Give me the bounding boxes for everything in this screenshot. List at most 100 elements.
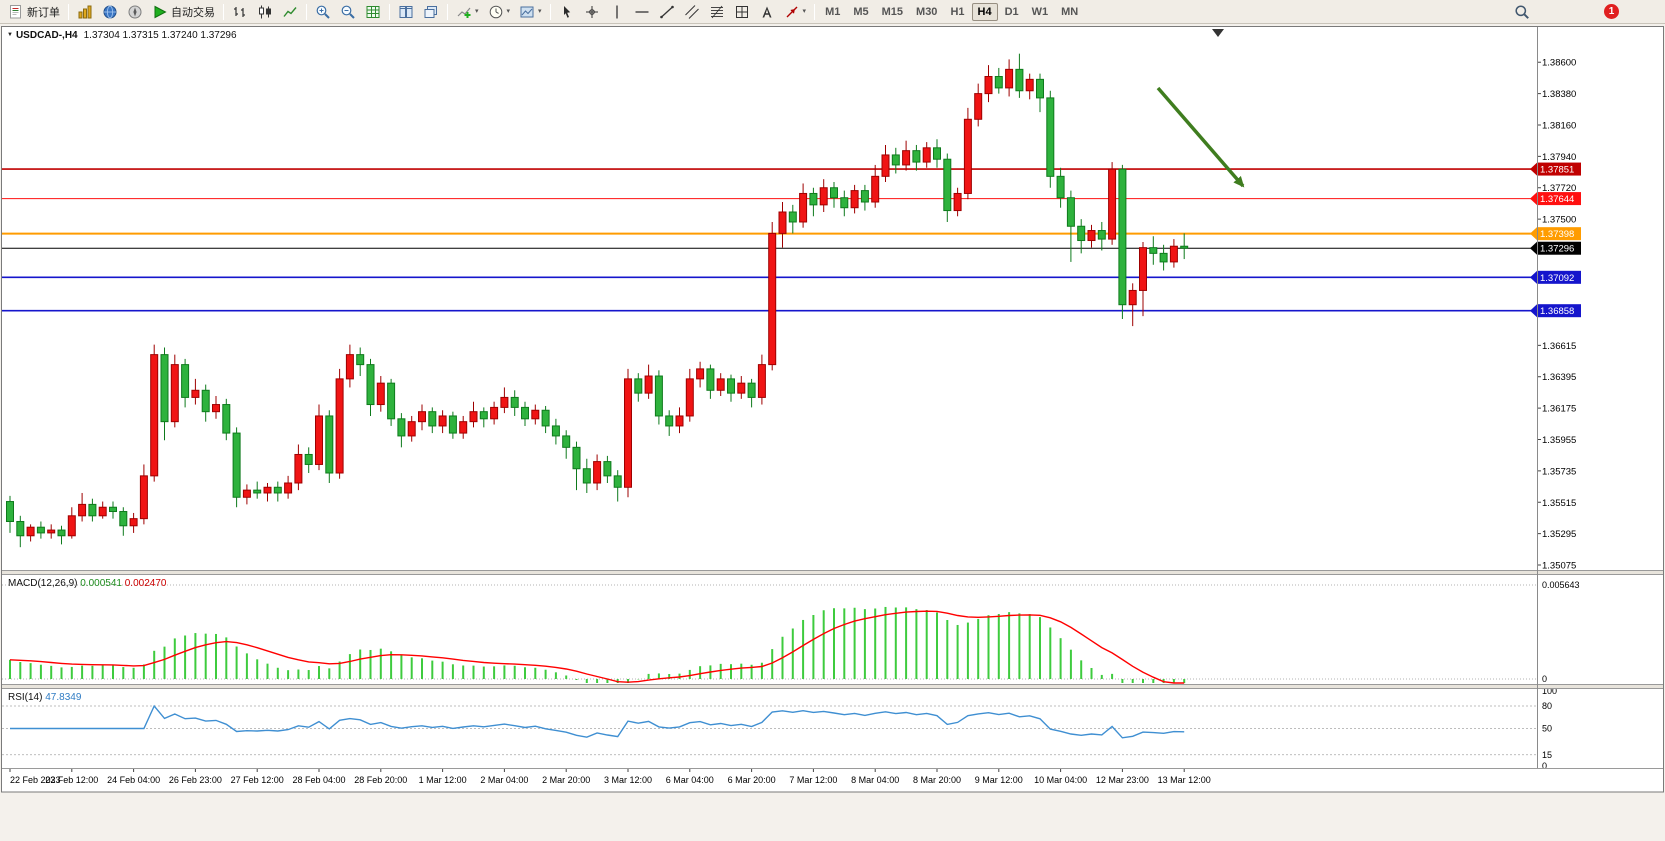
- price-axis-label: 1.35515: [1542, 498, 1576, 509]
- market-watch-icon: [78, 5, 92, 18]
- toolbar-right-zone: 1: [1510, 2, 1661, 22]
- candle: [912, 144, 921, 171]
- price-axis-label: 1.37940: [1542, 152, 1576, 163]
- price-axis-label: 1.36615: [1542, 341, 1576, 352]
- svg-text:1.37092: 1.37092: [1540, 273, 1574, 284]
- candle: [551, 418, 560, 445]
- macd-axis-label: 0: [1542, 674, 1547, 684]
- candle: [284, 475, 293, 499]
- new-order-button[interactable]: 新订单: [4, 2, 64, 22]
- time-axis-label: 3 Mar 12:00: [604, 775, 652, 785]
- pane-splitter[interactable]: [1, 684, 1664, 689]
- price-axis-label: 1.36395: [1542, 372, 1576, 383]
- time-axis-label: 12 Mar 23:00: [1096, 775, 1149, 785]
- bar-chart-button[interactable]: [228, 2, 252, 22]
- chart-ohlc-values: 1.37304 1.37315 1.37240 1.37296: [83, 30, 237, 41]
- rsi-axis-label: 15: [1542, 750, 1552, 760]
- candle: [448, 411, 457, 439]
- candle: [1139, 241, 1147, 317]
- navigator-icon: [128, 5, 142, 18]
- toolbar-separator: [68, 3, 69, 20]
- timeframe-button-h1[interactable]: H1: [944, 3, 970, 21]
- template-icon: [520, 6, 534, 17]
- candle: [1015, 53, 1024, 98]
- rsi-pane[interactable]: 100 80 50 150: [2, 686, 1557, 771]
- vertical-line-tool-button[interactable]: [605, 2, 629, 22]
- time-axis-label: 1 Mar 12:00: [419, 775, 467, 785]
- pane-splitter[interactable]: [1, 570, 1664, 575]
- timeframe-button-m30[interactable]: M30: [910, 3, 943, 21]
- time-axis-label: 10 Mar 04:00: [1034, 775, 1087, 785]
- channel-tool-button[interactable]: [680, 2, 704, 22]
- arrows-tool-button[interactable]: ▾: [780, 2, 811, 22]
- timeframe-button-m5[interactable]: M5: [847, 3, 874, 21]
- candle: [510, 390, 519, 416]
- data-window-button[interactable]: [98, 2, 122, 22]
- timeframe-button-w1[interactable]: W1: [1026, 3, 1055, 21]
- navigator-button[interactable]: [123, 2, 147, 22]
- price-line-badge: 1.37644: [1530, 192, 1581, 206]
- fibonacci-tool-button[interactable]: [705, 2, 729, 22]
- candle: [521, 401, 529, 426]
- price-axis-label: 1.37500: [1542, 215, 1576, 226]
- search-button[interactable]: [1510, 2, 1534, 22]
- candlestick-chart-button[interactable]: [253, 2, 277, 22]
- indicator-list-button[interactable]: [361, 2, 385, 22]
- chart-shift-marker-icon[interactable]: [1212, 29, 1224, 37]
- timeframe-button-h4[interactable]: H4: [971, 2, 998, 21]
- macd-signal-line: [9, 610, 1185, 684]
- trend-arrow-annotation[interactable]: [1156, 86, 1245, 188]
- line-chart-icon: [283, 6, 297, 17]
- add-indicator-button[interactable]: ▾: [452, 2, 483, 22]
- autotrading-label: 自动交易: [171, 6, 215, 19]
- tile-windows-button[interactable]: [394, 2, 418, 22]
- toolbar-separator: [447, 3, 448, 20]
- candle: [201, 384, 210, 422]
- trendline-tool-button[interactable]: [655, 2, 679, 22]
- crosshair-icon: [585, 5, 598, 18]
- macd-label: MACD(12,26,9): [8, 578, 78, 589]
- period-selector-button[interactable]: ▾: [484, 2, 515, 22]
- candle: [634, 373, 643, 402]
- candle: [963, 107, 972, 200]
- market-watch-button[interactable]: [73, 2, 97, 22]
- macd-pane[interactable]: 0.005643 0: [2, 580, 1580, 684]
- svg-text:1.36858: 1.36858: [1540, 306, 1574, 317]
- rsi-axis-label: 100: [1542, 686, 1557, 696]
- candle: [1159, 244, 1168, 271]
- crosshair-tool-button[interactable]: [580, 2, 604, 22]
- timeframe-button-m1[interactable]: M1: [819, 3, 846, 21]
- chevron-down-icon: ▾: [475, 8, 479, 15]
- timeframe-button-d1[interactable]: D1: [999, 3, 1025, 21]
- price-axis-label: 1.35955: [1542, 435, 1576, 446]
- time-axis-label: 22 Feb 2023: [10, 775, 61, 785]
- rsi-axis-label: 0: [1542, 761, 1547, 771]
- time-axis-label: 7 Mar 12:00: [789, 775, 837, 785]
- main-price-pane[interactable]: [2, 29, 1537, 548]
- cascade-windows-button[interactable]: [419, 2, 443, 22]
- candle: [16, 515, 25, 548]
- zoom-in-button[interactable]: [311, 2, 335, 22]
- template-button[interactable]: ▾: [515, 2, 546, 22]
- horizontal-line-tool-button[interactable]: [630, 2, 654, 22]
- macd-indicator-label: MACD(12,26,9) 0.000541 0.002470: [8, 578, 166, 589]
- zoom-out-button[interactable]: [336, 2, 360, 22]
- trendline-icon: [659, 5, 674, 18]
- timeframe-button-m15[interactable]: M15: [876, 3, 909, 21]
- timeframe-button-mn[interactable]: MN: [1055, 3, 1084, 21]
- candle: [840, 190, 849, 217]
- toolbar-separator: [223, 3, 224, 20]
- text-tool-button[interactable]: [755, 2, 779, 22]
- autotrading-button[interactable]: 自动交易: [148, 2, 219, 22]
- time-axis-label: 8 Mar 04:00: [851, 775, 899, 785]
- text-tool-icon: [762, 6, 772, 17]
- autotrading-icon: [154, 5, 167, 18]
- candle: [26, 524, 35, 542]
- notification-badge[interactable]: 1: [1604, 4, 1619, 19]
- candle: [397, 413, 406, 448]
- shapes-tool-button[interactable]: [730, 2, 754, 22]
- candle: [57, 525, 66, 545]
- cursor-tool-button[interactable]: [555, 2, 579, 22]
- line-chart-button[interactable]: [278, 2, 302, 22]
